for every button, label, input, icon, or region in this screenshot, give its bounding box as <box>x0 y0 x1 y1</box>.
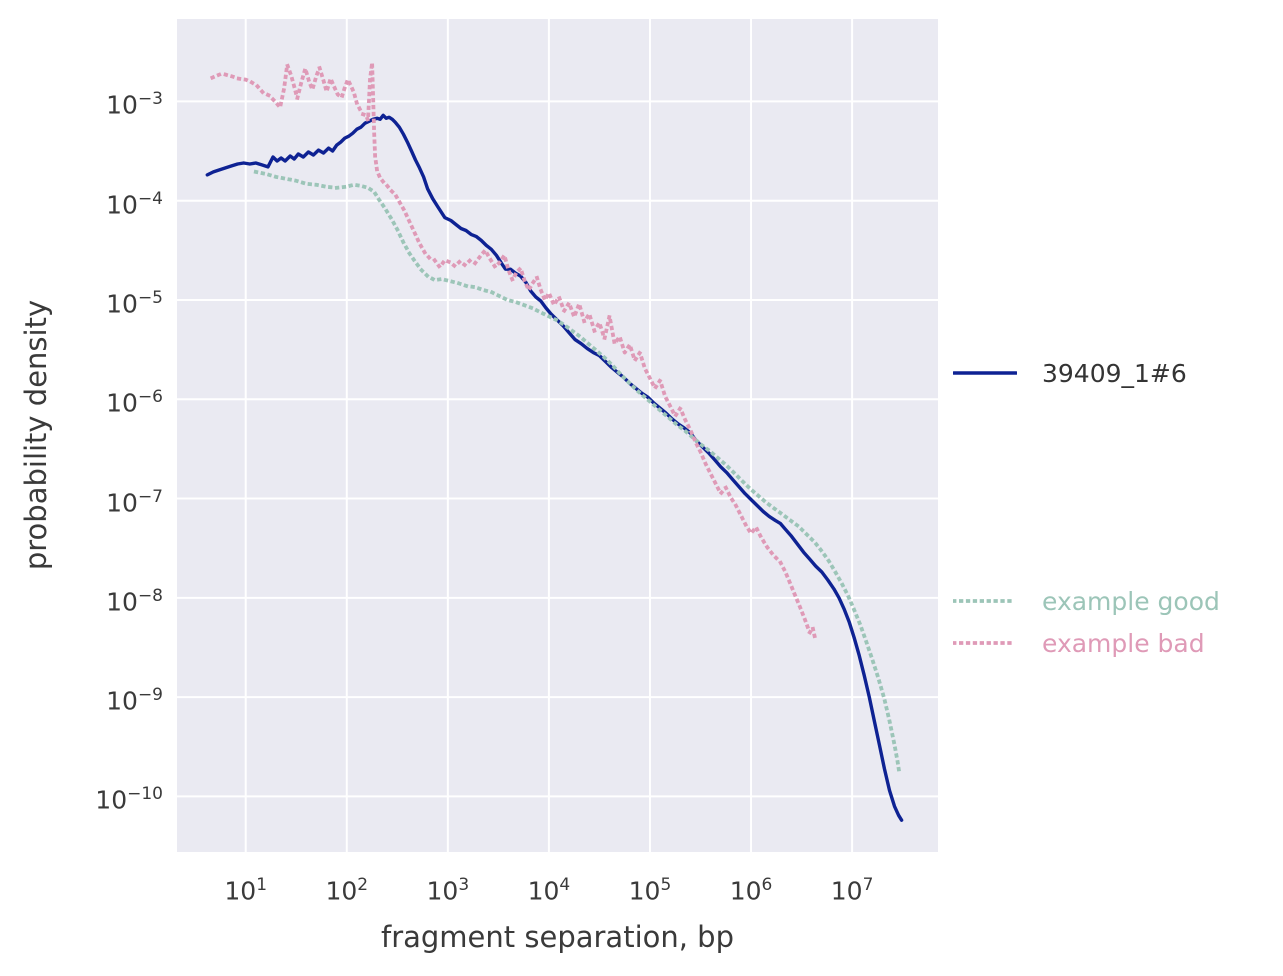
y-tick-label-10e-10: 10−10 <box>95 784 163 815</box>
series-line-example-good <box>253 169 902 777</box>
legend-line-sample <box>953 641 1017 645</box>
legend-line-sample <box>953 371 1017 375</box>
legend-label: example good <box>1042 586 1220 616</box>
y-tick-label-10e-8: 10−8 <box>106 585 163 617</box>
y-axis-label: probability density <box>19 299 53 571</box>
x-tick-label-10e1: 101 <box>224 875 268 906</box>
series-line-example-bad <box>209 60 817 639</box>
y-tick-label-10e-7: 10−7 <box>106 486 163 517</box>
x-tick-label-10e7: 107 <box>830 875 874 906</box>
legend-line-sample <box>953 599 1017 603</box>
x-tick-label-10e6: 106 <box>729 875 773 906</box>
y-tick-label-10e-5: 10−5 <box>106 287 163 319</box>
series-line-39409-1-6 <box>205 113 904 822</box>
legend-label: example bad <box>1042 628 1205 658</box>
x-tick-label-10e5: 105 <box>628 875 672 906</box>
legend-label: 39409_1#6 <box>1042 358 1187 388</box>
y-tick-label-10e-6: 10−6 <box>106 387 163 418</box>
y-tick-label-10e-4: 10−4 <box>106 188 163 220</box>
x-tick-label-10e2: 102 <box>325 875 369 906</box>
x-axis-label: fragment separation, bp <box>381 920 734 954</box>
plot-area <box>177 19 938 852</box>
x-tick-label-10e4: 104 <box>527 875 571 906</box>
y-tick-label-10e-9: 10−9 <box>106 685 163 716</box>
legend-row-39409-1-6: 39409_1#6 <box>953 358 1187 388</box>
x-tick-label-10e3: 103 <box>426 875 470 906</box>
y-tick-label-10e-3: 10−3 <box>106 89 163 120</box>
legend-row-example-good: example good <box>953 586 1220 616</box>
legend-row-example-bad: example bad <box>953 628 1205 658</box>
